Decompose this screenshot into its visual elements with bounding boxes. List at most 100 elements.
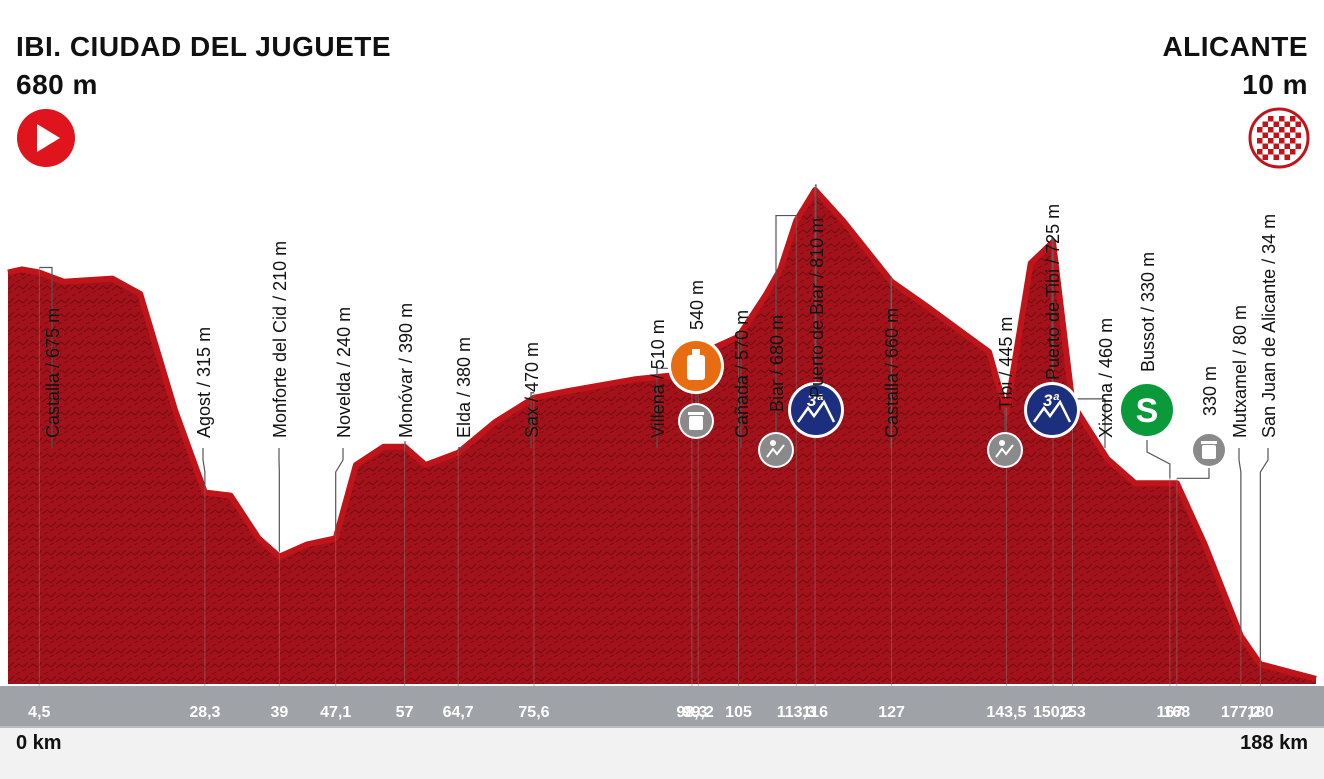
km-tick-label: 113,3 <box>777 704 816 721</box>
climb-category-text: 3ª <box>807 391 823 410</box>
finish-flag-icon <box>1248 107 1310 169</box>
checker-square <box>1279 116 1285 122</box>
climb-category-text: 3ª <box>1043 391 1059 410</box>
km-tick-label: 167 <box>1157 704 1184 721</box>
km-tick-label: 39 <box>270 704 288 721</box>
checker-square <box>1262 121 1268 127</box>
checker-square <box>1268 149 1274 155</box>
start-flag-icon <box>17 109 75 167</box>
checker-square <box>1284 143 1290 149</box>
sprint-icon-disc <box>1121 384 1173 436</box>
checker-square <box>1284 154 1290 160</box>
km-tick-label: 75,6 <box>518 704 549 721</box>
km-tick-label: 180 <box>1247 704 1274 721</box>
bin-lid <box>1201 441 1217 444</box>
location-label: Xixona / 460 m <box>1096 318 1116 438</box>
checker-square <box>1257 127 1263 133</box>
km-tick-label: 143,5 <box>986 704 1026 721</box>
location-leader-line <box>335 448 344 534</box>
km-tick-label: 116 <box>802 704 828 721</box>
checker-square <box>1257 149 1263 155</box>
location-leader-line <box>1146 440 1171 479</box>
end-km-label: 188 km <box>1240 732 1308 754</box>
climb-category-3-icon: 3ª <box>1024 382 1080 438</box>
location-leader-line <box>1072 398 1106 448</box>
location-label: Sax / 470 m <box>522 342 542 438</box>
start-km-label: 0 km <box>16 732 62 754</box>
start-play-arrow <box>37 124 60 152</box>
km-tick-label: 57 <box>396 704 414 721</box>
location-label: 330 m <box>1200 366 1220 416</box>
marker-sun <box>770 440 776 446</box>
location-label: Elda / 380 m <box>454 337 474 438</box>
climb-category-3-icon: 3ª <box>788 382 844 438</box>
km-tick-label: 168 <box>1163 704 1190 721</box>
location-label: 540 m <box>687 280 707 330</box>
bottle-cap <box>692 349 700 355</box>
climb-icon-disc <box>1027 385 1077 435</box>
start-town-title: IBI. CIUDAD DEL JUGUETE <box>16 31 392 62</box>
checker-square <box>1284 121 1290 127</box>
bin-lid <box>688 412 704 415</box>
marker-mountain <box>766 444 785 458</box>
waste-zone-bin-icon <box>1191 432 1227 468</box>
checker-square <box>1262 154 1268 160</box>
location-label: Cañada / 570 m <box>732 310 752 438</box>
bottle-body <box>687 355 705 380</box>
checker-square <box>1279 149 1285 155</box>
intermediate-sprint-icon: S <box>1118 381 1176 439</box>
km-tick-label: 28,3 <box>189 704 220 721</box>
location-leader-line <box>1238 448 1242 632</box>
location-leader-line <box>775 214 797 468</box>
location-label: Villena / 510 m <box>648 319 668 438</box>
marker-icon-disc <box>989 434 1021 466</box>
location-label: Puerto de Biar / 810 m <box>807 218 827 398</box>
checker-square <box>1262 143 1268 149</box>
location-label: Novelda / 240 m <box>334 307 354 438</box>
location-label: Agost / 315 m <box>194 327 214 438</box>
checker-square <box>1279 138 1285 144</box>
finish-altitude: 10 m <box>1242 69 1308 100</box>
mountain-glyph <box>796 399 836 423</box>
location-leader-line <box>530 392 534 448</box>
checker-square <box>1273 143 1279 149</box>
checker-square <box>1295 132 1301 138</box>
checker-square <box>1262 132 1268 138</box>
km-tick-label: 105 <box>725 704 752 721</box>
checker-square <box>1284 132 1290 138</box>
location-label: Castalla / 660 m <box>882 308 902 438</box>
checker-square <box>1268 138 1274 144</box>
marker-sun <box>999 440 1005 446</box>
checker-square <box>1279 127 1285 133</box>
checker-square <box>1290 138 1296 144</box>
location-label: Bussot / 330 m <box>1138 252 1158 372</box>
km-tick-label: 177,2 <box>1221 704 1261 721</box>
mountain-glyph <box>1032 399 1072 423</box>
location-label: Castalla / 675 m <box>43 308 63 438</box>
footer-band <box>0 728 1324 779</box>
bin-body <box>1202 445 1216 459</box>
marker-mountain <box>995 444 1014 458</box>
bin-body <box>689 416 703 430</box>
checker-square <box>1295 143 1301 149</box>
sprint-letter: S <box>1136 392 1159 430</box>
location-leader-line <box>1051 236 1054 438</box>
climb-start-marker-icon <box>987 432 1023 468</box>
climb-icon-disc <box>791 385 841 435</box>
km-tick-label: 127 <box>878 704 905 721</box>
checker-square <box>1295 121 1301 127</box>
checker-square <box>1273 132 1279 138</box>
location-leader-line <box>202 448 206 488</box>
km-tick-label: 98,3 <box>676 704 707 721</box>
location-leader-line <box>1176 468 1210 479</box>
marker-icon-disc <box>760 434 792 466</box>
location-leader-line <box>738 331 742 448</box>
elevation-profile-area <box>8 189 1316 684</box>
location-leader-line <box>1259 448 1269 660</box>
feed-zone-bottle-icon <box>668 338 724 394</box>
location-label: Biar / 680 m <box>767 315 787 412</box>
waste-zone-bin-icon <box>678 403 714 439</box>
finish-town-title: ALICANTE <box>1162 31 1308 62</box>
km-tick-label: 47,1 <box>320 704 351 721</box>
